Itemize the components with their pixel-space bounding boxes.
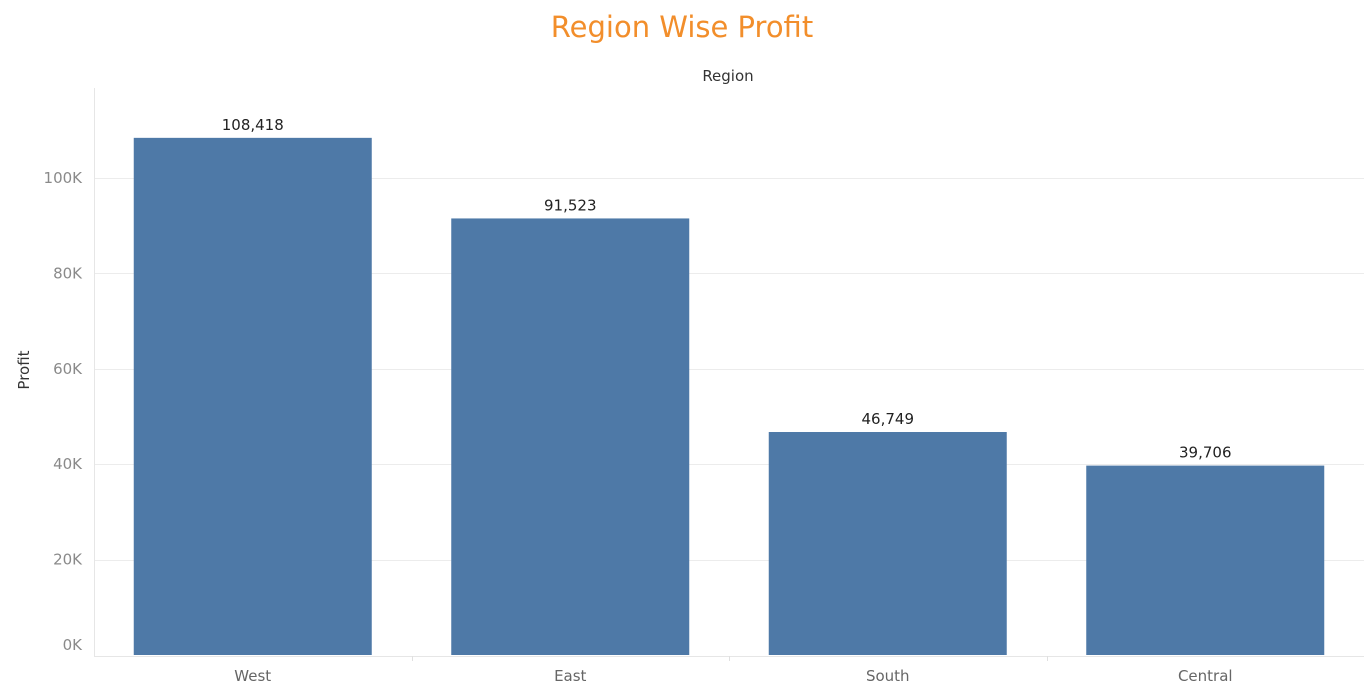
y-tick-label: 20K: [53, 551, 83, 569]
bar-south: [768, 432, 1007, 655]
y-tick-label: 0K: [63, 636, 84, 654]
bar-east: [451, 218, 690, 655]
x-axis-header: Region: [702, 67, 753, 85]
category-separators: [412, 656, 1048, 661]
bars: [133, 137, 1325, 656]
data-label: 108,418: [222, 116, 284, 134]
y-tick-label: 100K: [44, 169, 84, 187]
data-label: 91,523: [544, 196, 597, 214]
x-tick-label: South: [866, 667, 910, 685]
x-tick-label: West: [234, 667, 271, 685]
y-tick-labels: 0K 20K 40K 60K 80K 100K: [44, 169, 84, 654]
data-label: 46,749: [862, 410, 915, 428]
y-axis-title: Profit: [15, 350, 33, 389]
bar-central: [1086, 465, 1325, 655]
bar-west: [133, 137, 372, 656]
y-tick-label: 40K: [53, 455, 83, 473]
data-label: 39,706: [1179, 444, 1232, 462]
data-labels: 108,418 91,523 46,749 39,706: [222, 116, 1232, 462]
x-tick-labels: West East South Central: [234, 667, 1232, 685]
y-tick-label: 80K: [53, 264, 83, 282]
y-tick-label: 60K: [53, 360, 83, 378]
x-tick-label: Central: [1178, 667, 1233, 685]
chart-title: Region Wise Profit: [550, 10, 814, 44]
x-tick-label: East: [554, 667, 586, 685]
